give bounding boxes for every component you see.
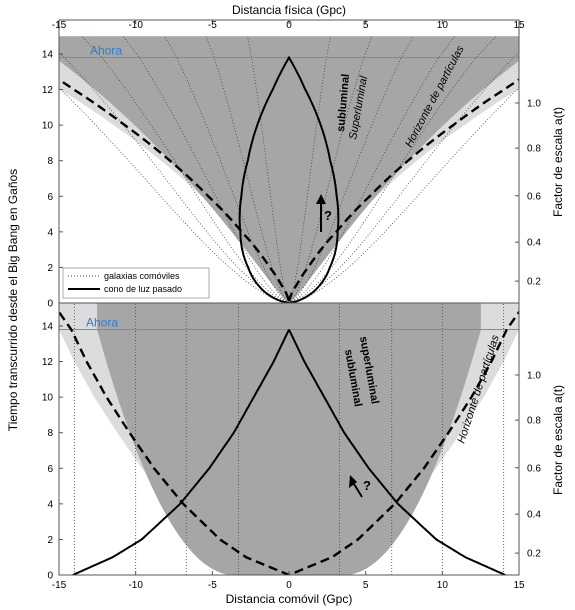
x-tick-label: 0 bbox=[286, 580, 292, 591]
top-comoving-worldline bbox=[81, 35, 290, 303]
x-tick-label: 10 bbox=[437, 20, 449, 31]
top-comoving-worldline bbox=[288, 52, 519, 303]
scale-factor-tick-label: 0.4 bbox=[527, 510, 541, 521]
scale-factor-tick-label: 1.0 bbox=[527, 370, 541, 381]
y-tick-label: 6 bbox=[47, 464, 53, 475]
bottom-now-label: Ahora bbox=[86, 316, 118, 330]
top-question-mark: ? bbox=[324, 208, 332, 223]
y-tick-label: 2 bbox=[47, 263, 53, 274]
top-comoving-worldline bbox=[247, 36, 290, 303]
y-tick-label: 4 bbox=[47, 499, 53, 510]
top-comoving-worldline bbox=[288, 87, 519, 303]
x-tick-label: -5 bbox=[208, 580, 217, 591]
bottom-x-ticks: -15 -10 -5 0 5 10 15 bbox=[52, 571, 525, 591]
top-x-ticks: -15 -10 -5 0 5 10 15 bbox=[52, 20, 525, 31]
bottom-question-mark: ? bbox=[363, 478, 371, 493]
left-y-axis-label: Tiempo transcurrido desde el Big Bang en… bbox=[6, 169, 20, 431]
top-panel: Ahora subluminal Superluminal Horizonte … bbox=[42, 19, 541, 310]
y-tick-label: 0 bbox=[47, 571, 53, 582]
y-tick-label: 10 bbox=[42, 121, 54, 132]
y-tick-label: 6 bbox=[47, 192, 53, 203]
bottom-y-ticks: 0 2 4 6 8 10 12 14 bbox=[42, 322, 63, 582]
bottom-comoving-worldlines bbox=[73, 303, 505, 575]
bottom-x-axis-label: Distancia comóvil (Gpc) bbox=[226, 592, 353, 606]
y-tick-label: 2 bbox=[47, 535, 53, 546]
top-x-axis-label: Distancia física (Gpc) bbox=[232, 3, 346, 17]
y-tick-label: 10 bbox=[42, 393, 54, 404]
top-comoving-worldline bbox=[288, 36, 414, 303]
top-comoving-worldline bbox=[164, 36, 290, 303]
scale-factor-tick-label: 0.4 bbox=[527, 238, 541, 249]
scale-factor-tick-label: 0.2 bbox=[527, 549, 541, 560]
bottom-panel: Ahora superluminal subluminal Horizonte … bbox=[42, 302, 541, 591]
x-tick-label: -5 bbox=[208, 20, 217, 31]
top-comoving-worldline bbox=[288, 36, 373, 303]
top-now-label: Ahora bbox=[90, 44, 122, 58]
x-tick-label: 15 bbox=[513, 580, 525, 591]
scale-factor-tick-label: 0.6 bbox=[527, 191, 541, 202]
top-comoving-worldlines bbox=[59, 35, 519, 303]
y-tick-label: 12 bbox=[42, 357, 54, 368]
bottom-particle-horizon-line bbox=[59, 309, 519, 575]
top-comoving-worldline bbox=[59, 52, 290, 303]
scale-factor-tick-label: 0.2 bbox=[527, 277, 541, 288]
top-right-y-axis-label: Factor de escala a(t) bbox=[551, 107, 565, 217]
legend-light-cone-label: cono de luz pasado bbox=[104, 284, 182, 294]
y-tick-label: 8 bbox=[47, 156, 53, 167]
x-tick-label: 15 bbox=[513, 20, 525, 31]
x-tick-label: -15 bbox=[52, 580, 67, 591]
y-tick-label: 12 bbox=[42, 85, 54, 96]
legend-comoving-label: galaxias comóviles bbox=[104, 271, 180, 281]
scale-factor-tick-label: 0.8 bbox=[527, 144, 541, 155]
bottom-up-arrow bbox=[349, 475, 363, 498]
top-dark-gray-region bbox=[59, 36, 519, 303]
bottom-right-y-axis-label: Factor de escala a(t) bbox=[551, 385, 565, 495]
top-comoving-worldline bbox=[288, 35, 456, 303]
top-subluminal-label: subluminal bbox=[335, 73, 352, 132]
x-tick-label: -15 bbox=[52, 20, 67, 31]
y-tick-label: 14 bbox=[42, 322, 54, 333]
scale-factor-tick-label: 0.8 bbox=[527, 416, 541, 427]
top-up-arrow bbox=[316, 194, 326, 232]
y-tick-label: 0 bbox=[47, 299, 53, 310]
x-tick-label: -10 bbox=[128, 20, 143, 31]
scale-factor-tick-label: 1.0 bbox=[527, 98, 541, 109]
top-past-light-cone-line bbox=[238, 55, 340, 303]
x-tick-label: -10 bbox=[128, 580, 143, 591]
bottom-past-light-cone-line bbox=[72, 329, 506, 575]
top-comoving-worldline bbox=[122, 35, 290, 303]
top-comoving-worldline bbox=[288, 36, 331, 303]
scale-factor-tick-label: 0.6 bbox=[527, 463, 541, 474]
x-tick-label: 0 bbox=[286, 20, 292, 31]
top-comoving-worldline bbox=[59, 87, 290, 303]
x-tick-label: 10 bbox=[437, 580, 449, 591]
top-legend: galaxias comóviles cono de luz pasado bbox=[62, 267, 210, 299]
top-scale-factor-ticks: 0.2 0.4 0.6 0.8 1.0 bbox=[515, 98, 541, 288]
bottom-scale-factor-ticks: 0.2 0.4 0.6 0.8 1.0 bbox=[515, 370, 541, 560]
y-tick-label: 4 bbox=[47, 227, 53, 238]
x-tick-label: 5 bbox=[363, 580, 369, 591]
top-comoving-worldline bbox=[205, 36, 290, 303]
y-tick-label: 14 bbox=[42, 50, 54, 61]
top-comoving-worldline bbox=[288, 35, 497, 303]
y-tick-label: 8 bbox=[47, 428, 53, 439]
x-tick-label: 5 bbox=[363, 20, 369, 31]
bottom-dark-gray-region bbox=[97, 303, 481, 575]
